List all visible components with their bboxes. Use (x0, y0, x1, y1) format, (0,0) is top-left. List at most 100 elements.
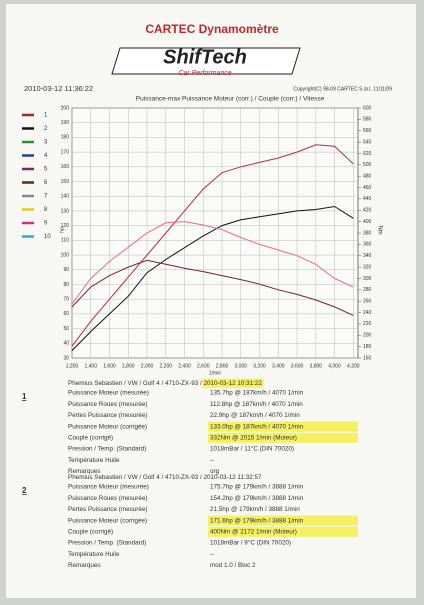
legend-label: 2 (44, 126, 48, 132)
field-value: 22.9hp @ 187km/h / 4070 1/min (210, 412, 300, 419)
field-value: 154.2hp @ 179km/h / 3888 1/min (210, 495, 304, 502)
field-label: Remarques (68, 562, 101, 569)
x-tick-label: 3,200 (253, 363, 266, 369)
field-value: 21.5hp @ 179km/h / 3888 1/min (210, 506, 300, 513)
record-date: 2010-03-12 11:32:57 (203, 474, 262, 481)
y-tick-label: 110 (61, 238, 69, 244)
y2-tick-label: 240 (363, 310, 372, 316)
y-tick-label: 80 (63, 282, 69, 288)
field-value: -- (210, 457, 214, 464)
highlight (208, 421, 358, 432)
record-heading-text: Phemius Sebastien / VW / Golf 4 / 4710-Z… (68, 380, 203, 387)
field-value: 133.0hp @ 187km/h / 4070 1/min (210, 423, 304, 430)
y2-tick-label: 160 (363, 355, 372, 361)
field-value: 332Nm @ 2015 1/min (Moteur) (210, 434, 297, 441)
doc-title: CARTEC Dynamomètre (145, 22, 279, 36)
x-tick-label: 2,600 (197, 363, 210, 369)
x-tick-label: 3,800 (310, 363, 323, 369)
x-tick-label: 3,000 (235, 363, 248, 369)
x-tick-label: 1,400 (84, 363, 97, 369)
field-value: 112.8hp @ 187km/h / 4070 1/min (210, 401, 303, 408)
field-label: Puissance Moteur (mesurée) (68, 484, 149, 491)
y2-tick-label: 260 (363, 299, 372, 305)
field-label: Remarques (68, 468, 101, 475)
y-tick-label: 180 (61, 135, 70, 141)
legend-label: 6 (44, 180, 48, 186)
y-tick-label: 100 (61, 252, 70, 258)
y-tick-label: 90 (63, 267, 69, 273)
y2-tick-label: 180 (363, 344, 372, 350)
record-heading-text: Phemius Sebastien / VW / Golf 4 / 4710-Z… (68, 474, 203, 481)
x-tick-label: 1,600 (103, 363, 116, 369)
field-value: 400Nm @ 2172 1/min (Moteur) (210, 528, 297, 535)
logo-sub: Car Performance (178, 70, 231, 77)
field-value: mod 1.0 / Bloc 2 (210, 562, 256, 569)
legend-label: 8 (44, 207, 48, 213)
field-label: Température Huile (68, 551, 120, 558)
x-tick-label: 3,400 (272, 363, 285, 369)
record-date: 2010-03-12 10:31:22 (203, 380, 262, 387)
highlight (202, 378, 264, 388)
x-tick-label: 2,800 (216, 363, 229, 369)
y2-tick-label: 460 (363, 185, 372, 191)
y-tick-label: 160 (61, 164, 70, 170)
highlight (208, 526, 358, 537)
y-tick-label: 30 (63, 355, 69, 361)
legend-label: 5 (44, 167, 48, 173)
y2-tick-label: 380 (363, 230, 372, 236)
x-axis-label: 1/min (209, 370, 221, 376)
field-label: Pertes Puissance (mesurée) (68, 506, 147, 513)
plot-area (71, 107, 359, 359)
y2-tick-label: 320 (363, 264, 372, 270)
x-tick-label: 4,000 (328, 363, 341, 369)
field-value: 171.6hp @ 179km/h / 3888 1/min (210, 517, 304, 524)
y2-tick-label: 500 (363, 162, 372, 168)
y2-tick-label: 200 (363, 333, 372, 339)
series-line (71, 144, 354, 347)
field-label: Pression / Temp. (Standard) (68, 540, 146, 547)
y-tick-label: 120 (61, 223, 70, 229)
legend-label: 4 (44, 153, 48, 159)
y-tick-label: 200 (61, 105, 70, 111)
x-tick-label: 2,000 (141, 363, 154, 369)
record-number: 2 (22, 486, 27, 495)
y2-tick-label: 280 (363, 287, 372, 293)
legend-label: 9 (44, 221, 48, 227)
x-tick-label: 3,600 (291, 363, 304, 369)
x-tick-label: 1,800 (122, 363, 135, 369)
y-tick-label: 130 (61, 208, 70, 214)
field-label: Puissance Moteur (corrigée) (68, 423, 147, 430)
y2-tick-label: 340 (363, 253, 372, 259)
copyright: Copyright(C) 98-09 CARTEC S.àr.l. 11/11/… (293, 86, 392, 92)
field-value: 1018mBar / 9°C (DIN 70020) (210, 539, 291, 547)
field-label: Puissance Roues (mesurée) (68, 495, 147, 502)
highlight (208, 515, 358, 526)
x-tick-label: 2,400 (178, 363, 191, 369)
field-label: Pertes Puissance (mesurée) (68, 412, 147, 419)
legend-label: 7 (44, 194, 48, 200)
logo: ShifTech (163, 46, 247, 68)
y2-tick-label: 520 (363, 151, 372, 157)
field-label: Couple (corrigé) (68, 434, 113, 441)
y-tick-label: 190 (61, 120, 70, 126)
field-label: Couple (corrigé) (68, 528, 113, 535)
highlight (208, 432, 358, 443)
y2-tick-label: 600 (363, 105, 372, 111)
record-heading: Phemius Sebastien / VW / Golf 4 / 4710-Z… (68, 380, 262, 387)
y2-tick-label: 560 (363, 128, 372, 134)
field-value: 1018mBar / 11°C (DIN 70020) (210, 445, 294, 453)
series-line (71, 221, 354, 305)
field-label: Température Huile (68, 457, 120, 464)
y-tick-label: 50 (63, 326, 69, 332)
y-tick-label: 150 (61, 179, 70, 185)
y-tick-label: 170 (61, 149, 70, 155)
record-heading: Phemius Sebastien / VW / Golf 4 / 4710-Z… (68, 474, 262, 481)
field-label: Pression / Temp. (Standard) (68, 446, 146, 453)
field-value: org (210, 468, 220, 475)
y2-tick-label: 440 (363, 196, 372, 202)
y2-tick-label: 420 (363, 208, 372, 214)
field-value: 175.7hp @ 179km/h / 3888 1/min (210, 484, 304, 491)
y2-tick-label: 300 (363, 276, 372, 282)
y2-tick-label: 220 (363, 321, 372, 327)
